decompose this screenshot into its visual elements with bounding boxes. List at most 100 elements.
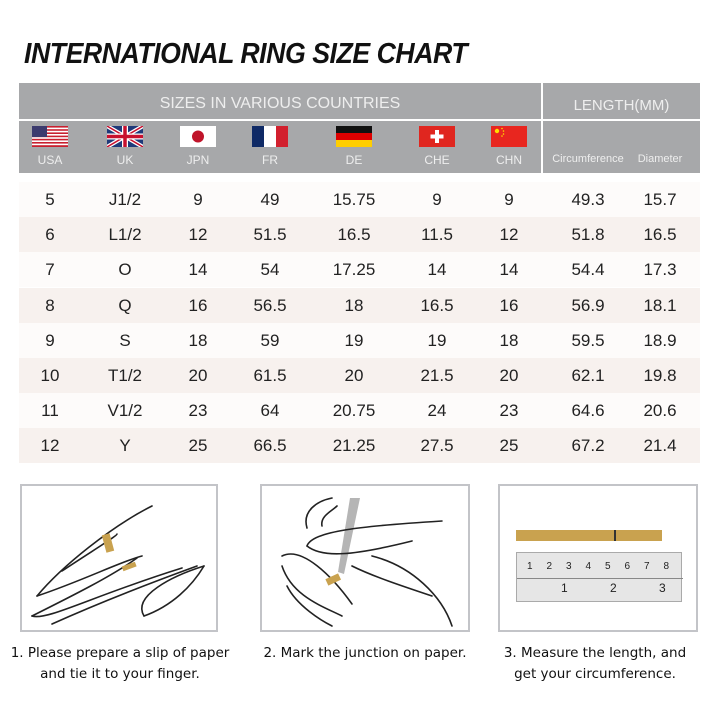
- table-cell: 16: [499, 295, 519, 315]
- table-cell: 62.1: [571, 366, 605, 385]
- table-cell: 20: [188, 366, 208, 385]
- caption-line: and tie it to your finger.: [40, 666, 200, 682]
- table-cell: 9: [193, 190, 203, 209]
- table-row: 11 V1/2 23 64 20.75 24 23 64.6 20.6: [19, 393, 700, 429]
- table-cell: 12: [188, 225, 208, 245]
- table-cell: 49.3: [571, 190, 605, 209]
- table-cell: 19: [427, 330, 447, 350]
- country-label: JPN: [186, 153, 210, 167]
- table-cell: 59.5: [571, 330, 605, 350]
- sizes-header: SIZES IN VARIOUS COUNTRIES: [159, 95, 401, 112]
- table-cell: 14: [499, 260, 519, 280]
- table-cell: 67.2: [571, 436, 605, 456]
- table-cell: T1/2: [107, 366, 143, 385]
- table-cell: S: [119, 330, 131, 350]
- table-cell: 5: [45, 190, 55, 209]
- table-cell: 61.5: [253, 366, 287, 385]
- table-cell: 9: [432, 190, 442, 209]
- country-label: USA: [37, 153, 63, 167]
- table-cell: 20.6: [643, 401, 677, 421]
- ruler-mark: 4: [585, 561, 592, 572]
- table-cell: 7: [45, 260, 55, 280]
- table-cell: 11: [41, 401, 59, 421]
- table-cell: 20: [344, 366, 364, 385]
- switzerland-flag-icon: [419, 126, 455, 147]
- table-cell: 9: [504, 190, 514, 209]
- length-col-label: Diameter: [637, 153, 683, 165]
- table-cell: 21.25: [332, 436, 376, 456]
- table-cell: 64.6: [571, 401, 605, 421]
- table-cell: 25: [188, 436, 208, 456]
- us-flag-icon: [32, 126, 68, 147]
- ruler-mark: 8: [663, 561, 670, 572]
- table-cell: O: [118, 260, 132, 280]
- china-flag-icon: [491, 126, 527, 147]
- marking-paper-icon: [281, 497, 453, 627]
- table-cell: 20: [499, 366, 519, 385]
- country-label: CHN: [496, 153, 522, 167]
- table-row: 6 L1/2 12 51.5 16.5 11.5 12 51.8 16.5: [19, 217, 700, 253]
- table-cell: 17.3: [643, 260, 677, 280]
- table-row: 12 Y 25 66.5 21.25 27.5 25 67.2 21.4: [19, 428, 700, 464]
- ruler-mark: 1: [527, 561, 533, 572]
- table-row: 7 O 14 54 17.25 14 14 54.4 17.3: [19, 252, 700, 288]
- ruler-mark: 3: [566, 561, 572, 572]
- country-label: UK: [116, 153, 134, 167]
- country-label: FR: [262, 153, 278, 167]
- table-cell: 14: [427, 260, 447, 280]
- caption-line: 3. Measure the length, and: [503, 645, 687, 661]
- table-cell: 16.5: [337, 225, 371, 245]
- table-cell: 54: [260, 260, 280, 280]
- length-col-label: Circumference: [552, 153, 624, 165]
- table-cell: 18: [344, 295, 364, 315]
- table-cell: 11.5: [421, 225, 453, 245]
- caption-line: get your circumference.: [514, 666, 676, 682]
- table-cell: L1/2: [108, 225, 142, 245]
- length-header: LENGTH(MM): [573, 97, 670, 114]
- step-2-caption: 2. Mark the junction on paper.: [240, 643, 490, 664]
- table-cell: 19: [344, 330, 364, 350]
- table-cell: 16.5: [643, 225, 677, 245]
- table-cell: 64: [260, 401, 280, 421]
- france-flag-icon: [252, 126, 288, 147]
- table-cell: 15.75: [332, 190, 376, 209]
- table-cell: 21.5: [420, 366, 454, 385]
- table-cell: 49: [260, 190, 280, 209]
- step-1-illustration: [20, 484, 218, 632]
- table-cell: 15.7: [643, 190, 677, 209]
- table-cell: 12: [499, 225, 519, 245]
- table-cell: 16: [188, 295, 208, 315]
- table-cell: 23: [499, 401, 519, 421]
- table-cell: 12: [40, 436, 60, 456]
- junction-mark: [614, 530, 616, 541]
- table-cell: 18: [499, 330, 519, 350]
- step-3-caption: 3. Measure the length, and get your circu…: [490, 643, 700, 685]
- table-cell: 24: [427, 401, 447, 421]
- germany-flag-icon: [336, 126, 372, 147]
- table-cell: 16.5: [420, 295, 454, 315]
- ruler-mark: 2: [546, 561, 553, 572]
- table-row: 5 J1/2 9 49 15.75 9 9 49.3 15.7: [19, 182, 700, 217]
- page-title: INTERNATIONAL RING SIZE CHART: [24, 38, 468, 70]
- step-1-caption: 1. Please prepare a slip of paper and tie…: [0, 643, 240, 685]
- table-cell: 54.4: [571, 260, 605, 280]
- table-row: 8 Q 16 56.5 18 16.5 16 56.9 18.1: [19, 287, 700, 323]
- table-row: 10 T1/2 20 61.5 20 21.5 20 62.1 19.8: [19, 358, 700, 393]
- table-row: 9 S 18 59 19 19 18 59.5 18.9: [19, 322, 700, 358]
- caption-line: 1. Please prepare a slip of paper: [10, 645, 230, 661]
- ruler-mark: 3: [659, 581, 666, 595]
- table-cell: Q: [118, 295, 132, 315]
- ruler-mark: 6: [624, 561, 631, 572]
- uk-flag-icon: [107, 126, 143, 147]
- table-cell: 17.25: [332, 260, 376, 280]
- caption-line: 2. Mark the junction on paper.: [263, 645, 467, 661]
- paper-strip: [516, 530, 662, 541]
- table-cell: 18.1: [643, 295, 677, 315]
- ruler-mark: 7: [644, 561, 650, 572]
- table-cell: 21.4: [643, 436, 677, 456]
- ruler-mark: 2: [610, 581, 617, 595]
- table-cell: 18: [188, 330, 208, 350]
- country-label: CHE: [424, 153, 450, 167]
- japan-flag-icon: [180, 126, 216, 147]
